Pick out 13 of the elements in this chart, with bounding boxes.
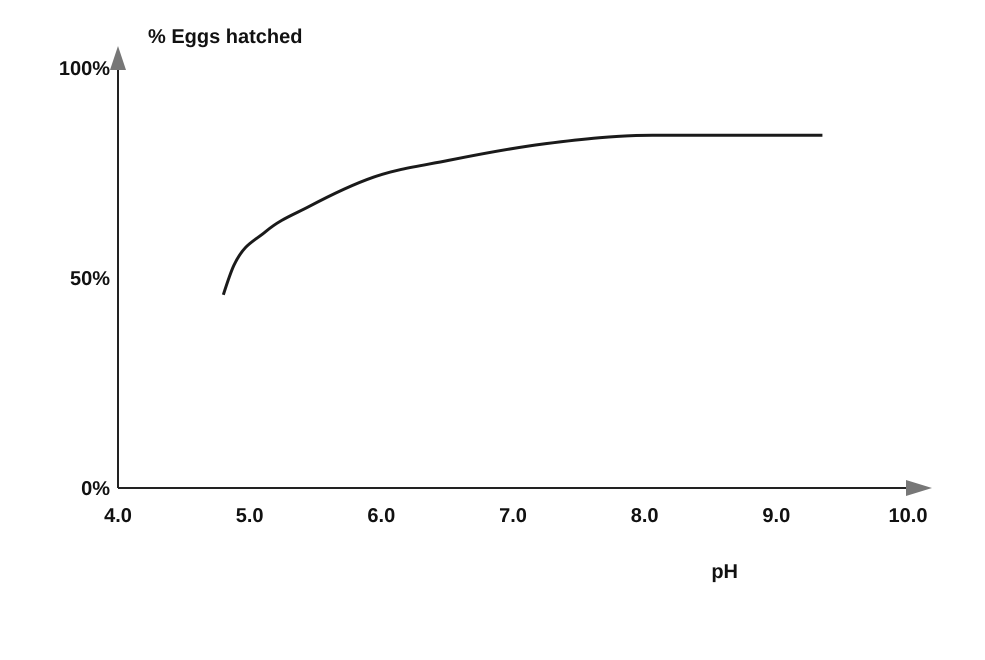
x-tick-label: 10.0 [888,505,928,528]
y-axis-title: % Eggs hatched [148,26,302,49]
line-series [222,134,824,296]
x-tick-label: 4.0 [104,505,132,528]
x-tick-label: 6.0 [367,505,396,528]
x-tick-label: 7.0 [499,505,527,528]
x-tick-label: 5.0 [236,505,264,528]
x-tick-label: 8.0 [630,505,659,528]
y-tick-label: 50% [70,268,110,290]
y-tick-label: 0% [81,478,110,500]
y-tick-label: 100% [58,58,110,80]
x-axis-title: pH [711,561,738,583]
x-tick-label: 9.0 [762,505,790,528]
